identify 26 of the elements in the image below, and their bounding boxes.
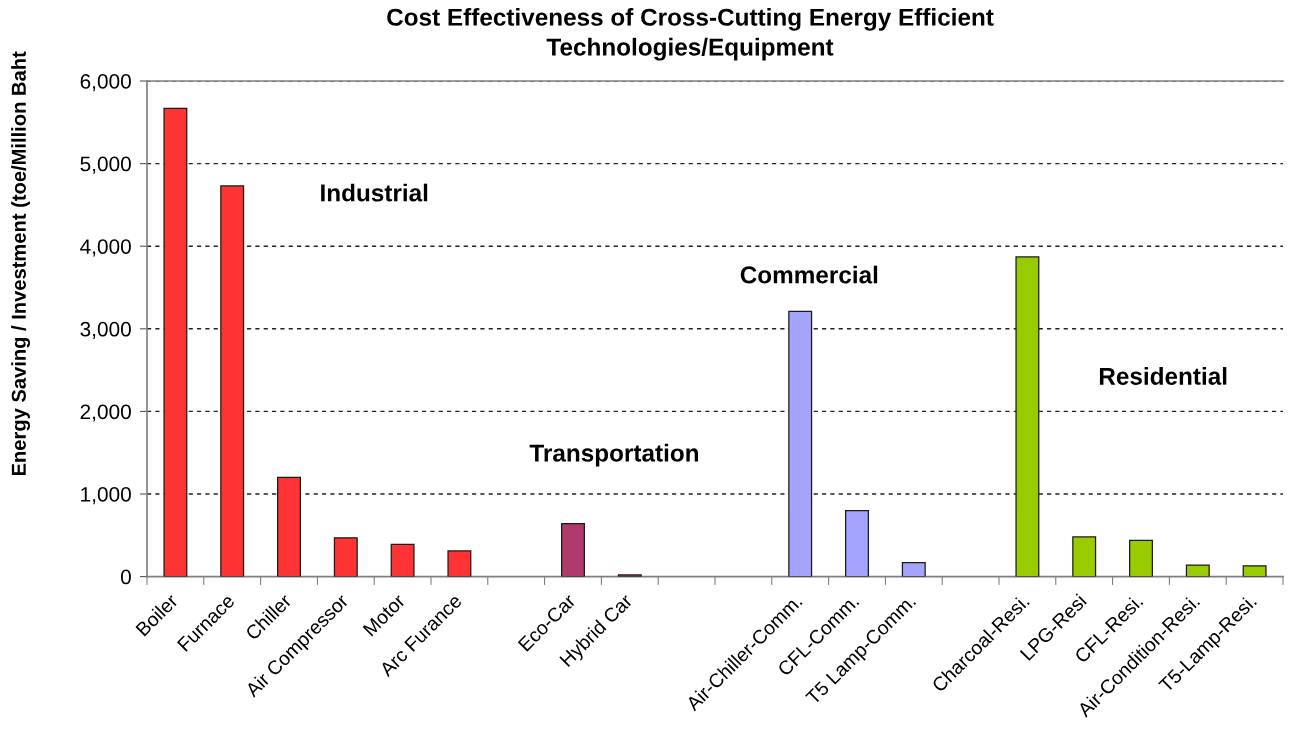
annotation: Transportation xyxy=(529,443,699,467)
y-tick-label: 2,000 xyxy=(80,404,131,422)
annotation: Residential xyxy=(1099,367,1227,385)
annotation: Industrial xyxy=(321,183,428,202)
y-tick-label: 3,000 xyxy=(80,321,131,340)
bar xyxy=(390,543,415,577)
annotation: Commercial xyxy=(740,265,878,284)
bar xyxy=(447,550,472,577)
y-tick-label: 5,000 xyxy=(80,156,131,174)
bar xyxy=(163,107,188,577)
bar xyxy=(1129,539,1153,577)
y-tick-label: 0 xyxy=(120,569,131,585)
chart-title: Cost Effectiveness of Cross-Cutting Energy Efficient Technologies/Equipment xyxy=(387,8,994,61)
y-tick-label: 4,000 xyxy=(80,239,131,257)
bar xyxy=(1242,565,1267,577)
bar xyxy=(333,537,358,577)
bar xyxy=(561,523,585,577)
bar xyxy=(1185,564,1210,577)
y-axis-title: Energy Saving / Investment (toe/Million Baht xyxy=(11,51,30,476)
bar xyxy=(1072,536,1097,577)
bar xyxy=(901,561,926,577)
bar xyxy=(220,185,245,577)
y-tick-label: 6,000 xyxy=(80,74,131,92)
bar xyxy=(845,509,869,577)
bar xyxy=(788,310,813,577)
y-tick-label: 1,000 xyxy=(81,487,131,505)
